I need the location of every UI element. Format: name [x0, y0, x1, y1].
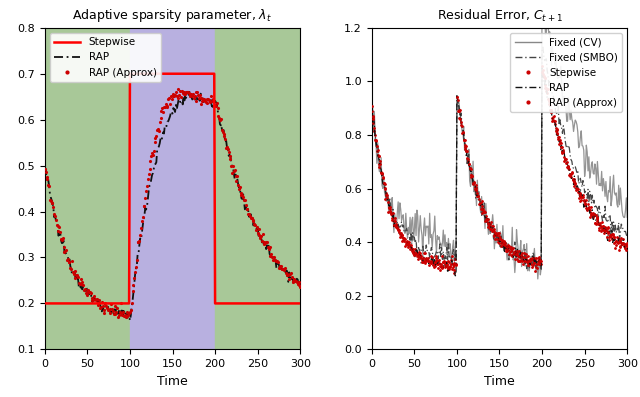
X-axis label: Time: Time [157, 375, 188, 387]
Legend: Stepwise, RAP, RAP (Approx): Stepwise, RAP, RAP (Approx) [50, 33, 161, 82]
Title: Adaptive sparsity parameter, $\lambda_t$: Adaptive sparsity parameter, $\lambda_t$ [72, 8, 273, 25]
Bar [130, 28, 215, 349]
Bar [45, 28, 130, 349]
Bar [215, 28, 300, 349]
Legend: Fixed (CV), Fixed (SMBO), Stepwise, RAP, RAP (Approx): Fixed (CV), Fixed (SMBO), Stepwise, RAP,… [511, 33, 622, 112]
X-axis label: Time: Time [484, 375, 515, 387]
Title: Residual Error, $C_{t+1}$: Residual Error, $C_{t+1}$ [436, 8, 563, 23]
